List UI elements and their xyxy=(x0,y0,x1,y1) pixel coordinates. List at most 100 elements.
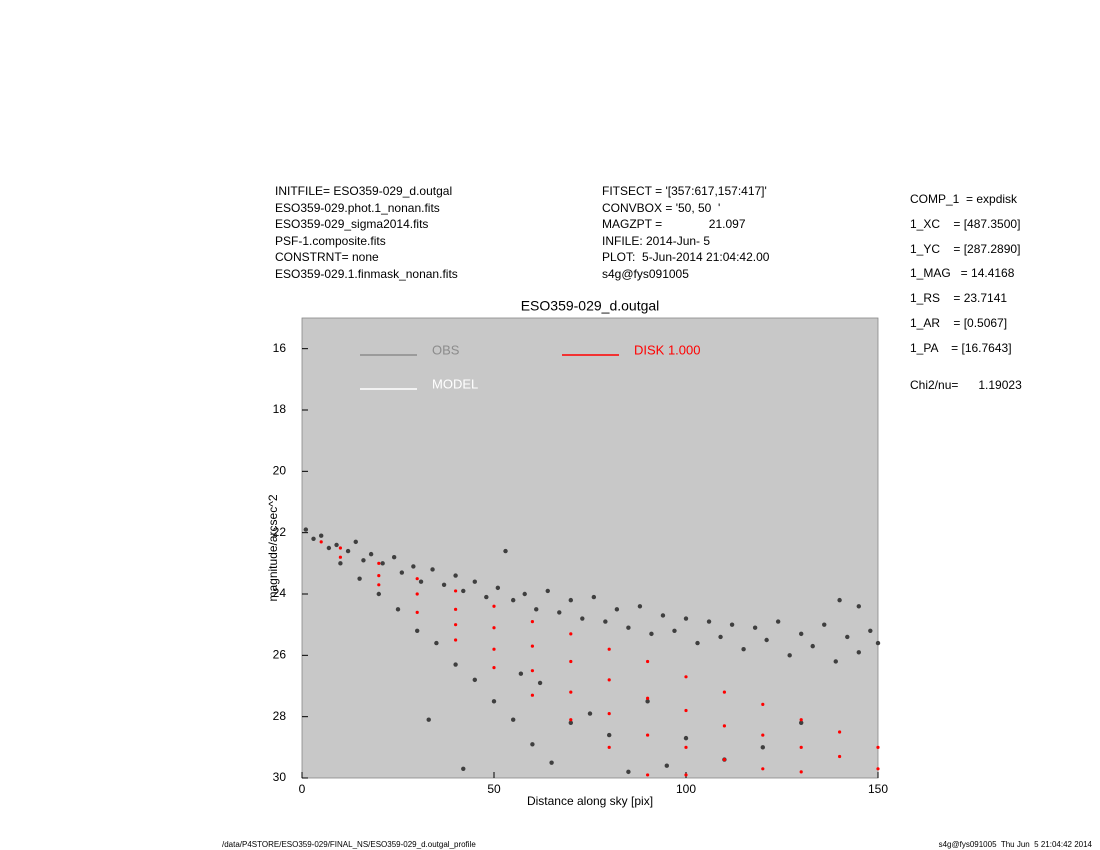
legend-label: MODEL xyxy=(432,376,478,391)
point xyxy=(722,690,727,694)
point xyxy=(441,582,447,587)
chart-title: ESO359-029_d.outgal xyxy=(521,298,660,314)
point xyxy=(338,561,343,566)
y-tick-label: 22 xyxy=(273,525,287,539)
point xyxy=(530,669,535,673)
point xyxy=(764,637,769,643)
point xyxy=(876,745,880,749)
point xyxy=(760,745,765,750)
point xyxy=(311,536,316,541)
point xyxy=(377,561,381,565)
point xyxy=(495,585,501,591)
point xyxy=(357,576,362,581)
point xyxy=(492,604,496,608)
header-line: 1_RS = 23.7141 xyxy=(910,291,1008,306)
y-axis-label: magnitude/arcsec^2 xyxy=(266,494,280,601)
point xyxy=(376,591,381,597)
header-line: 1_AR = [0.5067] xyxy=(910,316,1008,330)
header-line: ESO359-029_sigma2014.fits xyxy=(275,217,429,231)
point xyxy=(664,763,669,768)
point xyxy=(637,604,643,609)
header-line: ESO359-029.1.finmask_nonan.fits xyxy=(275,266,458,281)
point xyxy=(511,597,516,603)
point xyxy=(607,712,611,716)
point xyxy=(426,717,431,722)
point xyxy=(530,693,535,697)
point xyxy=(684,675,688,679)
point xyxy=(430,567,435,572)
point xyxy=(537,680,543,686)
header-line: PSF-1.composite.fits xyxy=(275,233,386,248)
point xyxy=(822,622,827,627)
point xyxy=(684,773,688,777)
header-line: COMP_1 = expdisk xyxy=(910,192,1018,206)
point xyxy=(837,597,842,603)
point xyxy=(453,573,458,578)
header-line: 1_YC = [287.2890] xyxy=(910,241,1021,256)
point xyxy=(472,677,477,683)
point xyxy=(569,659,573,664)
point xyxy=(607,745,611,749)
point xyxy=(415,628,420,633)
point xyxy=(338,546,342,550)
header-line: PLOT: 5-Jun-2014 21:04:42.00 xyxy=(602,250,770,264)
point xyxy=(492,666,496,670)
point xyxy=(845,634,850,640)
chi2: Chi2/nu= 1.19023 xyxy=(910,378,1022,392)
point xyxy=(569,718,573,722)
footer-left: /data/P4STORE/ESO359-029/FINAL_NS/ESO359… xyxy=(222,840,476,849)
y-tick-label: 18 xyxy=(273,402,287,416)
point xyxy=(530,620,535,624)
point xyxy=(603,619,608,624)
point xyxy=(530,644,535,648)
point xyxy=(672,628,677,633)
point xyxy=(569,632,573,636)
point xyxy=(695,640,700,646)
point xyxy=(787,653,792,658)
point xyxy=(491,699,497,704)
point xyxy=(799,770,803,774)
point xyxy=(833,659,838,664)
point xyxy=(799,631,804,637)
point xyxy=(607,732,612,738)
point xyxy=(591,594,597,600)
point xyxy=(518,671,524,676)
header-line: MAGZPT = 21.097 xyxy=(602,217,746,231)
point xyxy=(646,733,650,737)
point xyxy=(752,625,758,630)
point xyxy=(722,758,727,762)
point xyxy=(353,539,358,545)
point xyxy=(626,769,631,775)
point xyxy=(319,540,323,544)
point xyxy=(761,767,765,771)
x-tick-label: 150 xyxy=(868,782,888,796)
point xyxy=(876,767,880,771)
point xyxy=(472,579,477,584)
point xyxy=(545,588,550,594)
y-tick-label: 20 xyxy=(273,464,287,478)
point xyxy=(454,623,458,627)
header-line: INITFILE= ESO359-029_d.outgal xyxy=(275,184,453,198)
header-line: CONVBOX = '50, 50 ' xyxy=(602,200,721,215)
point xyxy=(722,724,727,728)
header-line: CONSTRNT= none xyxy=(275,250,379,264)
points xyxy=(303,527,881,777)
point xyxy=(580,616,585,621)
point xyxy=(411,564,416,569)
point xyxy=(568,597,573,603)
point xyxy=(492,626,496,630)
point xyxy=(434,640,439,646)
point xyxy=(415,610,419,615)
footer-right: s4g@fys091005 Thu Jun 5 21:04:42 2014 xyxy=(938,840,1092,849)
y-tick-label: 24 xyxy=(273,586,287,600)
point xyxy=(338,555,342,559)
point xyxy=(683,616,689,621)
point xyxy=(729,622,735,627)
x-tick-label: 100 xyxy=(676,782,696,796)
point xyxy=(799,745,803,749)
point xyxy=(522,591,527,597)
point xyxy=(775,619,781,624)
header-line: 1_MAG = 14.4168 xyxy=(910,266,1015,281)
